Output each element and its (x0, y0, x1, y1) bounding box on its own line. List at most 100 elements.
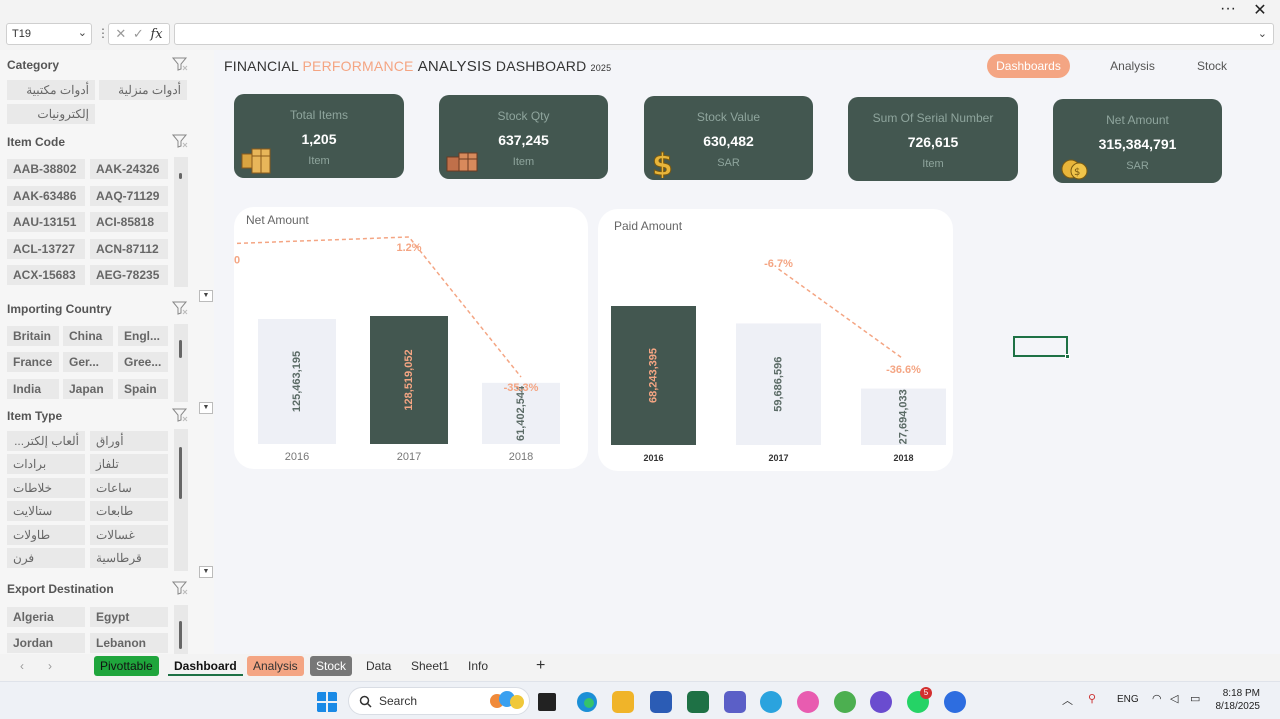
close-button[interactable]: ✕ (1253, 2, 1267, 19)
slicer-item[interactable]: تلفاز (90, 454, 168, 474)
slicer-scrollbar[interactable] (174, 429, 188, 571)
scroll-down-icon[interactable]: ▼ (199, 402, 213, 414)
sheet-tab-data[interactable]: Data (366, 659, 392, 673)
slicer-scrollbar[interactable] (174, 324, 188, 402)
slicer-item[interactable]: France (7, 352, 59, 372)
insert-function-button[interactable]: fx (150, 26, 163, 42)
slicer-item[interactable]: AAK-24326 (90, 159, 168, 179)
edge-icon[interactable] (576, 691, 598, 713)
enter-entry-button[interactable]: ✓ (132, 26, 144, 41)
sheet-tab-analysis[interactable]: Analysis (247, 656, 304, 676)
slicer-item[interactable]: India (7, 379, 59, 399)
cancel-entry-button[interactable]: ✕ (115, 26, 127, 41)
slicer-item[interactable]: ACN-87112 (90, 239, 168, 259)
slicer-scrollbar[interactable] (174, 157, 188, 287)
chevron-down-icon[interactable]: ⌄ (77, 27, 87, 39)
slicer-item[interactable]: إلكترونيات (7, 104, 95, 124)
slicer-item[interactable]: AEG-78235 (90, 265, 168, 285)
battery-icon[interactable]: ▭ (1190, 693, 1201, 705)
slicer-item[interactable]: Egypt (90, 607, 168, 627)
slicer-item[interactable]: AAQ-71129 (90, 186, 168, 206)
wifi-icon[interactable]: ◠ (1152, 693, 1162, 705)
slicer-item[interactable]: AAU-13151 (7, 212, 85, 232)
slicer-item[interactable]: Algeria (7, 607, 85, 627)
chrome-icon[interactable] (834, 691, 856, 713)
sheet-tab-dashboard[interactable]: Dashboard (168, 656, 243, 676)
slicer-item[interactable]: China (63, 326, 113, 346)
sheet-tab-stock[interactable]: Stock (310, 656, 353, 676)
slicer-item[interactable]: خلاطات (7, 478, 85, 498)
expand-formula-icon[interactable]: ⌄ (1257, 28, 1267, 40)
file-explorer-icon[interactable] (612, 691, 634, 713)
slicer-panel: Category أدوات مكتبية أدوات منزلية إلكتر… (0, 50, 214, 654)
windows-start-icon[interactable] (316, 691, 338, 713)
slicer-item[interactable]: ساعات (90, 478, 168, 498)
scroll-down-icon[interactable]: ▼ (199, 566, 213, 578)
slicer-item[interactable]: برادات (7, 454, 85, 474)
sheet-tab-pivottable[interactable]: Pivottable (94, 656, 159, 676)
slicer-item[interactable]: Spain (118, 379, 168, 399)
language-indicator[interactable]: ENG (1117, 694, 1139, 705)
isp-icon[interactable] (870, 691, 892, 713)
chevron-up-icon[interactable]: ︿ (1062, 695, 1073, 707)
copilot-icon[interactable] (797, 691, 819, 713)
slicer-item[interactable]: طاولات (7, 525, 85, 545)
zoom-icon[interactable] (944, 691, 966, 713)
clear-filter-icon[interactable] (172, 57, 188, 71)
slicer-item[interactable]: ACX-15683 (7, 265, 85, 285)
slicer-item[interactable]: فرن (7, 548, 85, 568)
more-options-button[interactable]: ··· (1220, 0, 1236, 17)
scroll-down-icon[interactable]: ▼ (199, 290, 213, 302)
slicer-item[interactable]: Lebanon (90, 633, 168, 653)
slicer-item[interactable]: قرطاسية (90, 548, 168, 568)
slicer-scrollbar[interactable] (174, 605, 188, 654)
slicer-item[interactable]: ستالايت (7, 501, 85, 521)
telegram-icon[interactable] (760, 691, 782, 713)
slicer-item[interactable]: ACI-85818 (90, 212, 168, 232)
slicer-item[interactable]: أدوات مكتبية (7, 80, 95, 100)
slicer-item[interactable]: غسالات (90, 525, 168, 545)
location-icon[interactable]: ⚲ (1088, 693, 1097, 705)
slicer-item[interactable]: Britain (7, 326, 59, 346)
taskbar-search[interactable]: Search (348, 687, 530, 715)
add-sheet-button[interactable]: + (536, 657, 546, 674)
slicer-item[interactable]: ACL-13727 (7, 239, 85, 259)
slicer-item[interactable]: Gree... (118, 352, 168, 372)
slicer-item[interactable]: Japan (63, 379, 113, 399)
volume-icon[interactable]: ◁ (1170, 693, 1179, 705)
scroll-tabs-right-icon[interactable]: › (48, 659, 52, 673)
slicer-item[interactable]: AAK-63486 (7, 186, 85, 206)
slicer-item[interactable]: Jordan (7, 633, 85, 653)
nav-analysis-button[interactable]: Analysis (1110, 59, 1155, 73)
nav-stock-button[interactable]: Stock (1196, 59, 1227, 73)
active-cell[interactable] (1013, 336, 1070, 359)
teams-icon[interactable] (724, 691, 746, 713)
word-icon[interactable] (650, 691, 672, 713)
dashboard-area: FINANCIAL PERFORMANCE ANALYSIS DASHBOARD… (214, 50, 1280, 654)
excel-icon[interactable] (687, 691, 709, 713)
scroll-tabs-left-icon[interactable]: ‹ (20, 659, 24, 673)
slicer-item[interactable]: Ger... (63, 352, 113, 372)
slicer-item[interactable]: ألعاب إلكتر... (7, 431, 85, 451)
clear-filter-icon[interactable] (172, 581, 188, 595)
formula-bar: T19 ⌄ ⋮ ✕ ✓ fx ⌄ (0, 20, 1280, 48)
formula-input[interactable]: ⌄ (174, 23, 1274, 45)
clear-filter-icon[interactable] (172, 134, 188, 148)
sheet-tab-sheet1[interactable]: Sheet1 (411, 659, 450, 673)
slicer-item[interactable]: أوراق (90, 431, 168, 451)
sheet-tab-info[interactable]: Info (468, 659, 489, 673)
task-view-icon[interactable] (538, 693, 556, 711)
splitter-dots-icon[interactable]: ⋮ (97, 26, 109, 40)
nav-dashboards-button[interactable]: Dashboards (987, 54, 1070, 78)
clear-filter-icon[interactable] (172, 408, 188, 422)
slicer-item[interactable]: أدوات منزلية (99, 80, 187, 100)
slicer-item[interactable]: AAB-38802 (7, 159, 85, 179)
svg-text:$: $ (1074, 167, 1080, 178)
search-label: Search (379, 694, 418, 708)
slicer-item[interactable]: Engl... (118, 326, 168, 346)
clock[interactable]: 8:18 PM 8/18/2025 (1216, 687, 1261, 713)
slicer-item[interactable]: طابعات (90, 501, 168, 521)
name-box[interactable]: T19 ⌄ (6, 23, 92, 45)
clear-filter-icon[interactable] (172, 301, 188, 315)
change-trend-line (236, 236, 522, 378)
